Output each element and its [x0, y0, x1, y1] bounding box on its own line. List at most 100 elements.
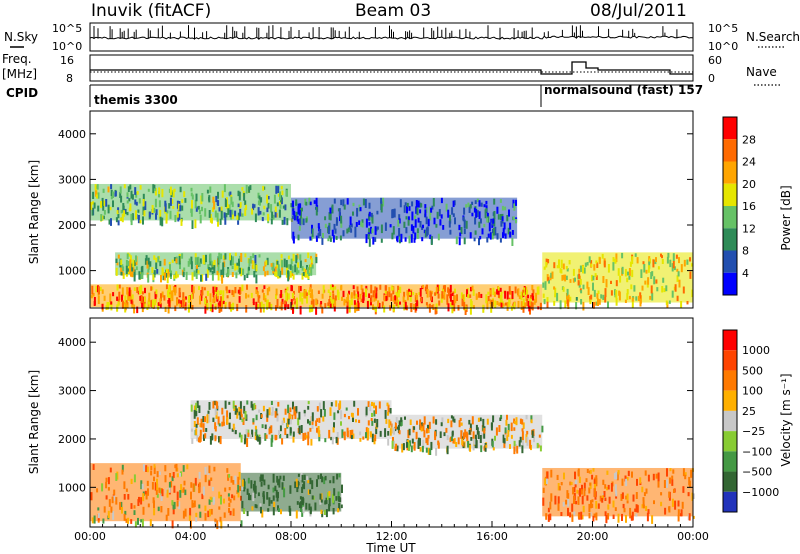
data-cell: [332, 427, 335, 433]
data-cell: [422, 439, 425, 447]
data-cell: [371, 412, 373, 417]
data-cell: [301, 486, 304, 493]
data-cell: [500, 414, 503, 419]
data-cell: [265, 299, 268, 306]
data-cell: [182, 299, 185, 308]
data-cell: [267, 202, 270, 209]
data-cell: [453, 438, 456, 444]
data-cell: [191, 290, 194, 299]
data-cell: [402, 443, 405, 451]
data-cell: [182, 510, 185, 519]
data-cell: [569, 481, 572, 486]
data-cell: [139, 295, 142, 301]
data-cell: [531, 302, 534, 311]
data-cell: [161, 189, 164, 198]
data-cell: [522, 422, 525, 429]
data-cell: [621, 478, 624, 486]
data-cell: [661, 255, 663, 259]
data-cell: [299, 286, 302, 292]
data-cell: [425, 437, 428, 444]
data-cell: [96, 488, 99, 493]
data-cell: [501, 216, 504, 221]
noise-tick-top-left: 10^5: [52, 22, 82, 35]
data-cell: [581, 495, 584, 505]
data-cell: [371, 433, 374, 443]
data-cell: [289, 508, 292, 516]
data-cell: [521, 431, 524, 441]
data-cell: [545, 513, 548, 520]
data-cell: [374, 237, 377, 242]
data-cell: [262, 212, 265, 216]
data-cell: [134, 187, 137, 195]
colorbar-swatch: [723, 410, 737, 432]
data-cell: [173, 501, 176, 510]
data-cell: [240, 414, 243, 418]
data-cell: [133, 474, 136, 483]
data-cell: [340, 504, 343, 509]
data-cell: [676, 295, 679, 302]
data-cell: [338, 473, 341, 478]
data-cell: [473, 237, 476, 242]
data-cell: [692, 493, 695, 499]
data-cell: [568, 260, 571, 265]
data-cell: [463, 301, 466, 310]
data-cell: [485, 294, 488, 304]
data-cell: [297, 481, 300, 486]
data-cell: [368, 293, 371, 298]
data-cell: [207, 413, 210, 423]
data-cell: [289, 270, 292, 278]
data-cell: [403, 221, 406, 228]
data-cell: [492, 447, 495, 451]
data-cell: [411, 201, 414, 207]
data-cell: [233, 427, 236, 434]
data-cell: [556, 474, 559, 480]
data-cell: [120, 195, 123, 203]
data-cell: [301, 474, 304, 483]
data-cell: [280, 509, 282, 515]
data-cell: [227, 493, 230, 497]
data-cell: [504, 434, 507, 438]
data-cell: [140, 285, 143, 294]
data-cell: [582, 284, 585, 290]
data-cell: [602, 276, 605, 283]
data-cell: [305, 218, 308, 223]
data-cell: [560, 512, 563, 516]
data-cell: [268, 497, 271, 507]
data-cell: [346, 198, 349, 205]
velocity-colorbar-tick: −500: [742, 466, 772, 479]
data-cell: [231, 256, 234, 266]
data-cell: [432, 416, 435, 424]
data-cell: [503, 222, 506, 230]
colorbar-swatch: [723, 117, 737, 140]
data-cell: [133, 287, 136, 291]
data-cell: [197, 256, 200, 266]
data-cell: [331, 437, 334, 445]
data-cell: [481, 228, 484, 235]
data-cell: [608, 496, 611, 504]
data-cell: [467, 202, 470, 208]
data-cell: [130, 503, 133, 509]
data-cell: [350, 435, 353, 440]
data-cell: [226, 468, 229, 473]
data-cell: [642, 497, 645, 501]
data-cell: [142, 199, 145, 207]
data-cell: [292, 236, 295, 244]
data-cell: [538, 434, 541, 438]
data-cell: [636, 478, 638, 486]
data-cell: [299, 217, 302, 226]
data-cell: [415, 302, 418, 311]
data-cell: [475, 209, 478, 218]
data-cell: [431, 205, 434, 210]
data-cell: [483, 427, 486, 434]
data-cell: [343, 413, 346, 418]
data-cell: [655, 257, 657, 262]
data-cell: [310, 255, 312, 260]
data-cell: [348, 300, 351, 309]
data-cell: [257, 207, 260, 216]
data-cell: [667, 252, 670, 258]
data-cell: [195, 272, 198, 279]
data-cell: [209, 267, 212, 273]
data-cell: [266, 257, 269, 266]
data-cell: [176, 211, 179, 219]
data-cell: [226, 417, 229, 425]
